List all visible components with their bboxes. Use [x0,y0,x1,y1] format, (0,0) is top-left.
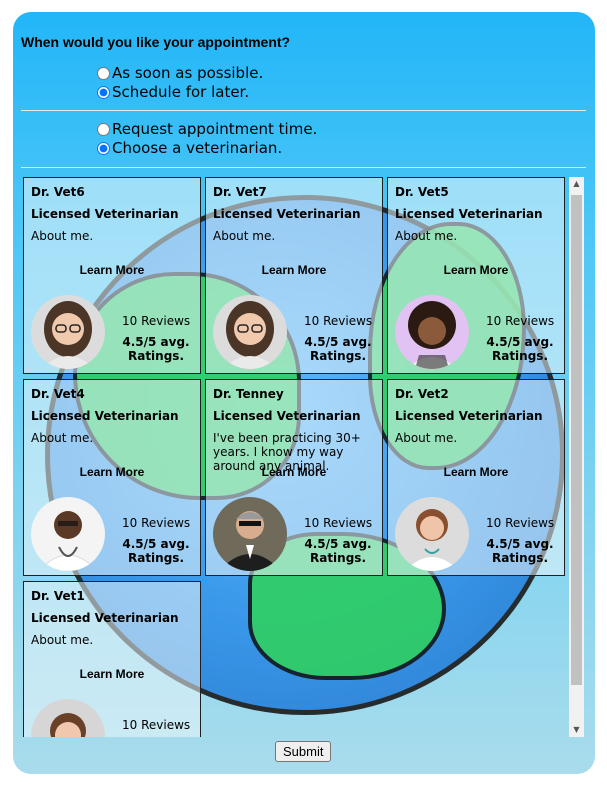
vet-rating: 4.5/5 avg. Ratings. [304,335,372,363]
radio-asap[interactable] [97,66,110,80]
scrollbar-thumb[interactable] [571,195,582,685]
vet-rating: 4.5/5 avg. Ratings. [486,537,554,565]
vet-about: About me. [31,431,94,445]
vet-title: Licensed Veterinarian [213,207,361,221]
vet-title: Licensed Veterinarian [395,409,543,423]
vet-card: Dr. Vet6 Licensed Veterinarian About me.… [23,177,201,374]
vet-reviews: 10 Reviews [304,314,373,328]
vet-avatar [31,497,105,571]
vet-about: About me. [395,229,458,243]
vet-name: Dr. Vet4 [31,387,85,401]
vet-name: Dr. Vet2 [395,387,449,401]
divider [21,167,586,168]
vet-about: About me. [395,431,458,445]
option-choose-vet-label: Choose a veterinarian. [112,139,283,157]
vet-title: Licensed Veterinarian [31,409,179,423]
vet-about: About me. [213,229,276,243]
radio-choose-vet[interactable] [97,141,110,155]
vet-card: Dr. Vet7 Licensed Veterinarian About me.… [205,177,383,374]
vet-card: Dr. Tenney Licensed Veterinarian I've be… [205,379,383,576]
vet-about: About me. [31,229,94,243]
vet-name: Dr. Tenney [213,387,284,401]
option-asap-label: As soon as possible. [112,64,264,82]
vet-avatar [213,497,287,571]
option-schedule-later[interactable]: Schedule for later. [97,83,249,101]
radio-schedule-later[interactable] [97,85,110,99]
learn-more-link[interactable]: Learn More [261,465,327,479]
radio-request-time[interactable] [97,122,110,136]
option-asap[interactable]: As soon as possible. [97,64,263,82]
learn-more-link[interactable]: Learn More [79,667,145,681]
appointment-question: When would you like your appointment? [21,34,291,50]
vet-name: Dr. Vet1 [31,589,85,603]
learn-more-link[interactable]: Learn More [261,263,327,277]
vet-card: Dr. Vet5 Licensed Veterinarian About me.… [387,177,565,374]
option-request-time[interactable]: Request appointment time. [97,120,317,138]
vet-avatar [395,295,469,369]
vet-about: About me. [31,633,94,647]
vet-rating: 4.5/5 avg. Ratings. [304,537,372,565]
scroll-down-arrow-icon[interactable]: ▼ [573,725,580,734]
scroll-up-arrow-icon[interactable]: ▲ [573,179,580,188]
vet-card: Dr. Vet4 Licensed Veterinarian About me.… [23,379,201,576]
vet-card: Dr. Vet1 Licensed Veterinarian About me.… [23,581,201,737]
vet-title: Licensed Veterinarian [213,409,361,423]
vet-avatar [31,699,105,737]
submit-button[interactable]: Submit [275,741,332,762]
vet-avatar [395,497,469,571]
vet-about: I've been practicing 30+ years. I know m… [213,431,361,473]
vet-avatar [31,295,105,369]
vet-card: Dr. Vet2 Licensed Veterinarian About me.… [387,379,565,576]
vet-card-grid[interactable]: Dr. Vet6 Licensed Veterinarian About me.… [23,177,568,737]
vet-name: Dr. Vet6 [31,185,85,199]
vet-reviews: 10 Reviews [122,718,191,732]
vet-reviews: 10 Reviews [122,516,191,530]
option-request-time-label: Request appointment time. [112,120,318,138]
vet-name: Dr. Vet5 [395,185,449,199]
vet-reviews: 10 Reviews [486,314,555,328]
vet-reviews: 10 Reviews [304,516,373,530]
vet-rating: 4.5/5 avg. Ratings. [122,335,190,363]
vet-title: Licensed Veterinarian [395,207,543,221]
vet-reviews: 10 Reviews [122,314,191,328]
learn-more-link[interactable]: Learn More [443,465,509,479]
divider [21,110,586,111]
grid-scrollbar[interactable]: ▲ ▼ [569,177,584,737]
vet-avatar [213,295,287,369]
vet-rating: 4.5/5 avg. Ratings. [486,335,554,363]
option-choose-vet[interactable]: Choose a veterinarian. [97,139,282,157]
vet-title: Licensed Veterinarian [31,611,179,625]
vet-rating: 4.5/5 avg. Ratings. [122,537,190,565]
vet-name: Dr. Vet7 [213,185,267,199]
vet-title: Licensed Veterinarian [31,207,179,221]
learn-more-link[interactable]: Learn More [79,465,145,479]
option-schedule-later-label: Schedule for later. [112,83,250,101]
vet-reviews: 10 Reviews [486,516,555,530]
learn-more-link[interactable]: Learn More [443,263,509,277]
appointment-panel: When would you like your appointment? As… [13,12,595,774]
learn-more-link[interactable]: Learn More [79,263,145,277]
